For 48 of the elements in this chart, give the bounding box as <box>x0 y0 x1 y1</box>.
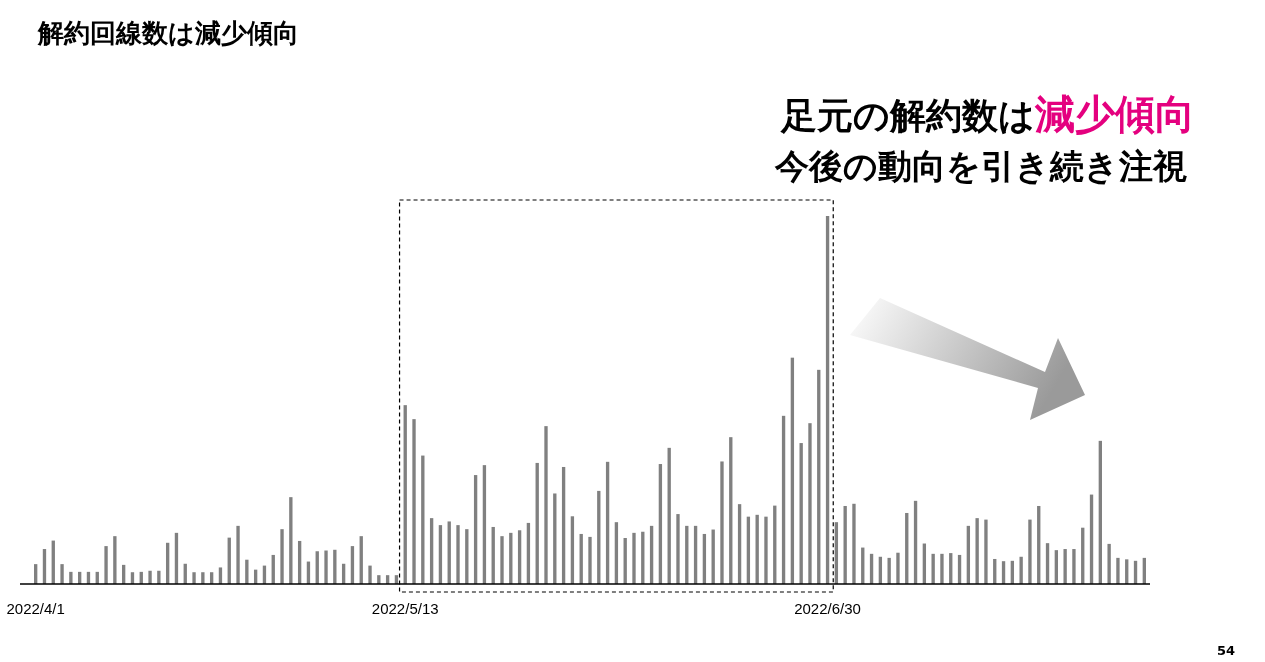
bar <box>201 572 205 584</box>
bar <box>280 529 284 584</box>
bar <box>1116 557 1120 584</box>
bar <box>676 514 680 584</box>
bar <box>1019 556 1023 584</box>
bar <box>1063 549 1067 584</box>
bar <box>148 570 152 584</box>
bar <box>60 564 64 584</box>
chart-title: 解約回線数は減少傾向 <box>37 18 299 48</box>
bar <box>157 570 161 584</box>
bar <box>984 519 988 584</box>
bar <box>69 571 73 584</box>
bar <box>368 565 372 584</box>
bar <box>544 426 548 584</box>
bar <box>1028 519 1032 584</box>
bar <box>843 505 847 584</box>
bar <box>333 549 337 584</box>
bar <box>289 497 293 584</box>
bar <box>324 550 328 584</box>
bar <box>236 525 240 584</box>
bar <box>896 552 900 584</box>
bar <box>456 525 460 584</box>
text: 今後の動向を引き続き注視 <box>774 146 1187 186</box>
bar <box>412 419 416 584</box>
bar <box>1072 549 1076 584</box>
bar <box>931 553 935 584</box>
bar <box>975 518 979 584</box>
bar <box>588 536 592 584</box>
text: 54 <box>1216 643 1235 658</box>
bar <box>852 503 856 584</box>
text: 足元の解約数は <box>780 95 1035 136</box>
x-tick-label: 2022/5/13 <box>371 600 439 617</box>
bar <box>104 546 108 584</box>
x-tick-label: 2022/4/1 <box>6 600 65 617</box>
bar <box>113 536 117 584</box>
bar <box>764 516 768 584</box>
bar <box>1107 543 1111 584</box>
text: 減少傾向 <box>1034 91 1195 137</box>
bar <box>500 536 504 584</box>
bar <box>632 532 636 584</box>
bar <box>720 461 724 584</box>
bar <box>825 216 830 584</box>
x-tick-label: 2022/6/30 <box>794 600 861 617</box>
bar <box>887 557 891 584</box>
bar <box>940 553 944 584</box>
bar <box>245 559 249 584</box>
bar <box>808 423 812 584</box>
bar <box>192 572 196 584</box>
